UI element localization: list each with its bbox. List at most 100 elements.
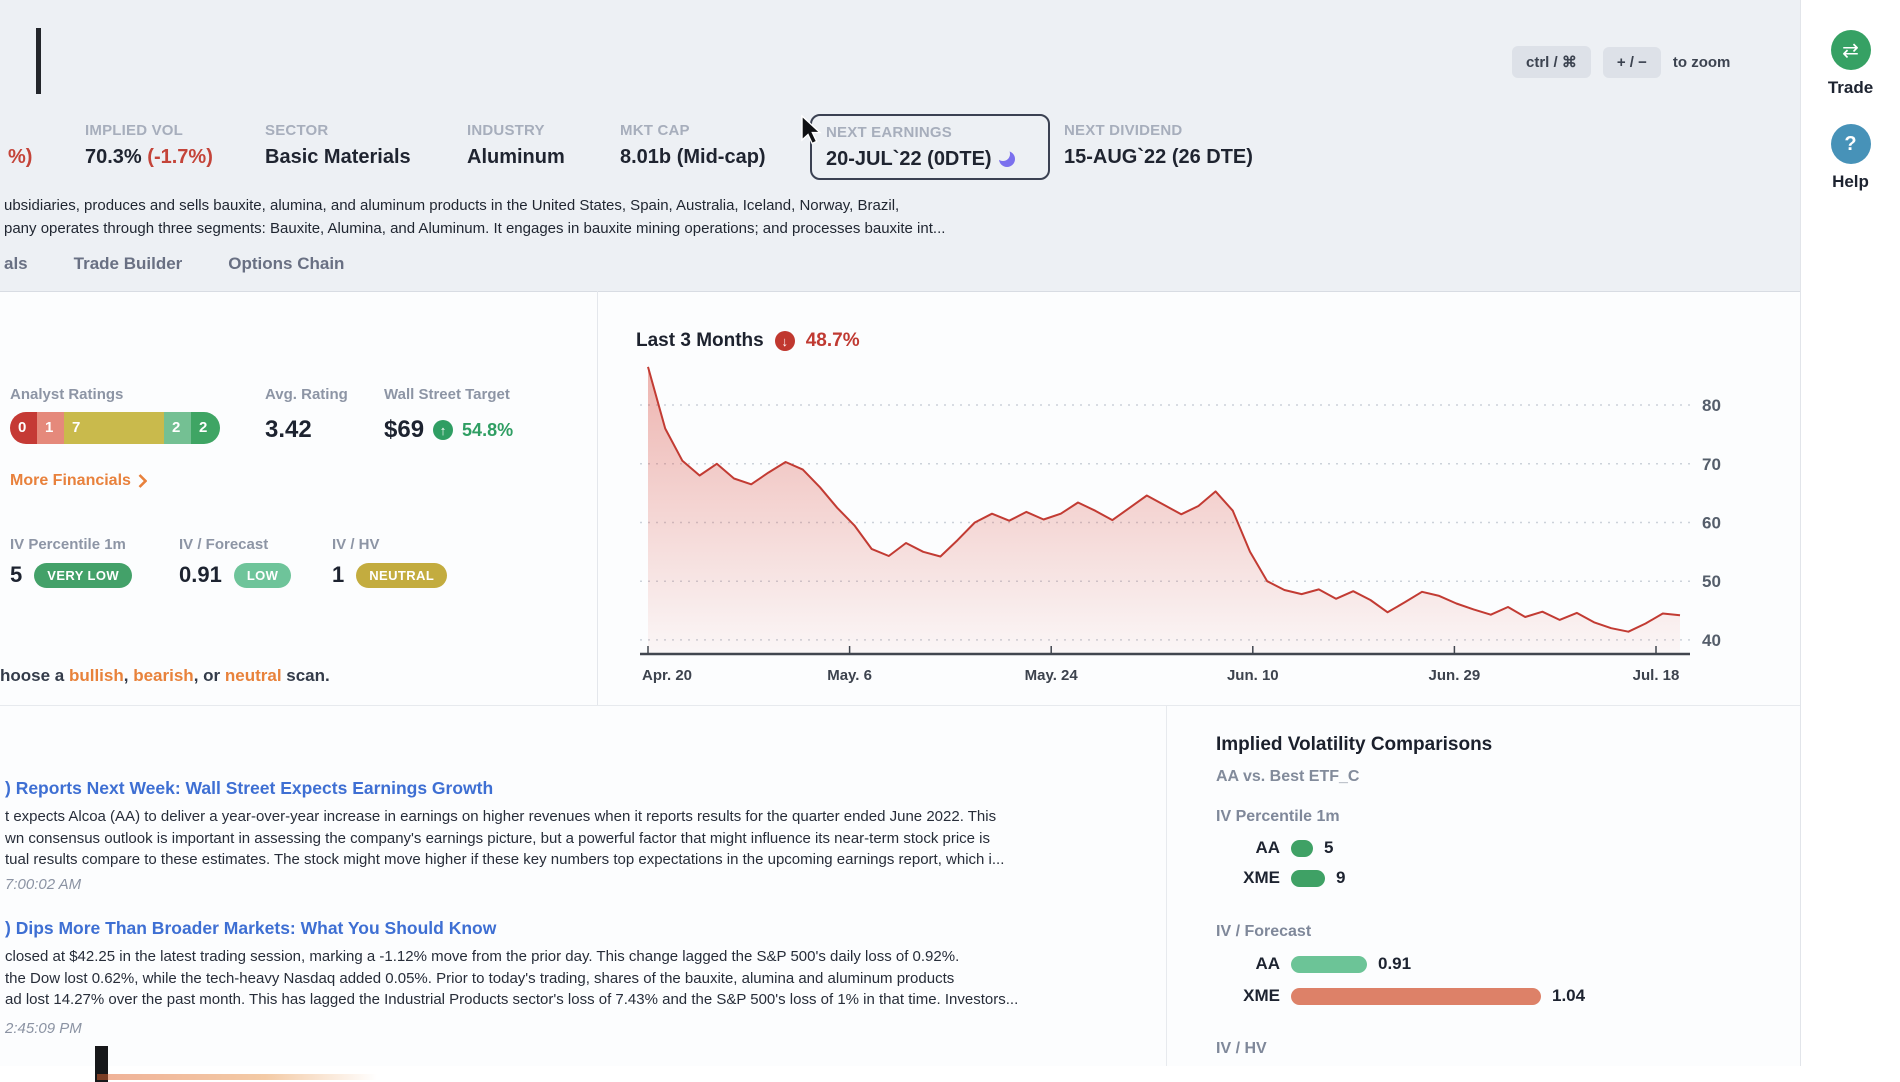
- pill-value: 1.04: [1552, 986, 1586, 1005]
- wall-street-target-label: Wall Street Target: [384, 386, 510, 403]
- trade-button[interactable]: ⇄: [1830, 30, 1871, 70]
- description-line-2: pany operates through three segments: Ba…: [4, 220, 946, 237]
- svg-text:80: 80: [1702, 396, 1721, 415]
- stat-label: MKT CAP: [620, 122, 690, 139]
- news-body-line: t expects Alcoa (AA) to deliver a year-o…: [5, 808, 997, 825]
- ticker-label: XME: [1243, 868, 1280, 887]
- scrollbar-thumb[interactable]: [95, 1046, 108, 1082]
- target-change-pct: 54.8%: [462, 419, 514, 440]
- sector-value: Basic Materials: [265, 146, 411, 168]
- zoom-shortcut-hint: ctrl / ⌘ + / − to zoom: [1512, 46, 1730, 78]
- trade-label: Trade: [1827, 78, 1874, 97]
- question-mark-icon: ?: [1844, 132, 1857, 155]
- bearish-scan-link[interactable]: bearish: [133, 666, 194, 685]
- ratings-segment: 2: [191, 412, 220, 444]
- kbd-ctrl-cmd: ctrl / ⌘: [1512, 46, 1591, 78]
- vertical-divider: [1166, 705, 1167, 1066]
- stat-mkt-cap: MKT CAP 8.01b (Mid-cap): [620, 122, 766, 169]
- ratings-segment: 1: [37, 412, 64, 444]
- tab-fundamentals-clipped[interactable]: als: [4, 254, 28, 273]
- svg-text:40: 40: [1702, 631, 1721, 650]
- tab-trade-builder[interactable]: Trade Builder: [73, 254, 183, 273]
- wall-street-target-value-row: $69 ↑ 54.8%: [384, 416, 513, 444]
- iv-hv-label: IV / HV: [332, 536, 380, 553]
- ticker-label: XME: [1243, 986, 1280, 1005]
- ivc-row-xme-percentile: XME 9: [1216, 868, 1345, 888]
- next-earnings-value: 20-JUL`22 (0DTE): [826, 148, 992, 170]
- industry-value: Aluminum: [467, 146, 565, 168]
- description-line-1: ubsidiaries, produces and sells bauxite,…: [4, 197, 900, 214]
- right-rail: ⇄ Trade ? Help: [1800, 0, 1900, 1066]
- svg-text:Jul. 18: Jul. 18: [1633, 667, 1680, 684]
- stat-industry: INDUSTRY Aluminum: [467, 122, 565, 169]
- price-chart: 80 70 60 50 40 Apr. 20 May. 6 May. 24 Jun. 10 Jun…: [640, 366, 1721, 684]
- kbd-plus-minus: + / −: [1602, 46, 1661, 78]
- stat-sector: SECTOR Basic Materials: [265, 122, 411, 169]
- iv-comparisons-subtitle: AA vs. Best ETF_C: [1216, 768, 1360, 785]
- news-body-1: t expects Alcoa (AA) to deliver a year-o…: [5, 806, 1004, 871]
- company-description: ubsidiaries, produces and sells bauxite,…: [4, 196, 945, 242]
- ratings-segment: 0: [10, 412, 37, 444]
- ivc-row-aa-percentile: AA 5: [1216, 838, 1333, 858]
- implied-vol-value: 70.3%: [85, 146, 142, 168]
- news-body-line: tual results compare to these estimates.…: [5, 851, 1005, 868]
- clipped-text-smudge: [97, 1074, 377, 1080]
- tab-bar: als Trade Builder Options Chain: [4, 254, 344, 274]
- iv-forecast-badge: LOW: [233, 562, 292, 588]
- iv-percentile-label: IV Percentile 1m: [10, 536, 126, 553]
- help-label: Help: [1832, 172, 1869, 191]
- analyst-ratings-title: Analyst Ratings: [10, 386, 124, 403]
- stat-implied-vol: IMPLIED VOL 70.3% (-1.7%): [85, 122, 213, 169]
- iv-hv-badge: NEUTRAL: [356, 562, 448, 588]
- chart-title-row: Last 3 Months ↓ 48.7%: [636, 330, 860, 352]
- ivc-section-percentile: IV Percentile 1m: [1216, 808, 1340, 825]
- zoom-hint-text: to zoom: [1672, 53, 1731, 71]
- news-body-line: ad lost 14.27% over the past month. This…: [5, 991, 1019, 1008]
- help-button[interactable]: ?: [1830, 124, 1871, 164]
- next-earnings-box[interactable]: NEXT EARNINGS 20-JUL`22 (0DTE): [810, 114, 1050, 180]
- svg-text:May. 24: May. 24: [1025, 667, 1079, 684]
- iv-forecast-group: IV / Forecast 0.91 LOW: [179, 536, 292, 588]
- value-pill: [1291, 955, 1367, 973]
- chart-change-pct: 48.7%: [805, 330, 860, 351]
- more-financials-text: More Financials: [10, 472, 131, 489]
- neutral-scan-link[interactable]: neutral: [224, 666, 282, 685]
- target-price: $69: [384, 416, 425, 443]
- implied-vol-change: (-1.7%): [147, 146, 213, 168]
- stat-next-dividend: NEXT DIVIDEND 15-AUG`22 (26 DTE): [1064, 122, 1253, 169]
- news-body-line: closed at $42.25 in the latest trading s…: [5, 948, 960, 965]
- tab-options-chain[interactable]: Options Chain: [228, 254, 345, 273]
- svg-text:Apr. 20: Apr. 20: [642, 667, 692, 684]
- news-body-line: wn consensus outlook is important in ass…: [5, 829, 991, 847]
- scan-text: scan.: [281, 666, 330, 685]
- avg-rating-value: 3.42: [265, 416, 312, 443]
- value-pill: [1291, 839, 1313, 857]
- ivc-row-xme-forecast: XME 1.04: [1216, 986, 1585, 1006]
- mouse-cursor: [801, 114, 822, 145]
- iv-comparisons-title: Implied Volatility Comparisons: [1216, 734, 1493, 755]
- news-headline-1[interactable]: ) Reports Next Week: Wall Street Expects…: [5, 778, 494, 798]
- bullish-scan-link[interactable]: bullish: [68, 666, 124, 685]
- ivc-section-iv-hv: IV / HV: [1216, 1040, 1267, 1057]
- news-headline-2[interactable]: ) Dips More Than Broader Markets: What Y…: [5, 918, 497, 938]
- stat-label: IMPLIED VOL: [85, 122, 184, 139]
- iv-forecast-value: 0.91: [179, 562, 222, 587]
- scan-text: ,: [123, 666, 134, 685]
- ticker-label: AA: [1255, 838, 1280, 857]
- svg-text:70: 70: [1702, 455, 1721, 474]
- clipped-element: [36, 28, 41, 94]
- horizontal-divider: [0, 705, 1800, 706]
- iv-percentile-value: 5: [10, 562, 23, 587]
- svg-text:60: 60: [1702, 513, 1721, 532]
- swap-arrows-icon: ⇄: [1842, 39, 1859, 62]
- svg-text:Jun. 29: Jun. 29: [1429, 667, 1481, 684]
- ivc-section-forecast: IV / Forecast: [1216, 923, 1312, 940]
- more-financials-link[interactable]: More Financials: [10, 472, 147, 490]
- news-body-2: closed at $42.25 in the latest trading s…: [5, 946, 1018, 1011]
- ticker-label: AA: [1255, 954, 1280, 973]
- main-content-background: [0, 292, 1800, 1066]
- news-timestamp-1: 7:00:02 AM: [5, 876, 82, 893]
- arrow-down-icon: ↓: [774, 331, 795, 351]
- header-bar: ctrl / ⌘ + / − to zoom %) IMPLIED VOL 70…: [0, 0, 1800, 292]
- moon-icon: [995, 147, 1016, 168]
